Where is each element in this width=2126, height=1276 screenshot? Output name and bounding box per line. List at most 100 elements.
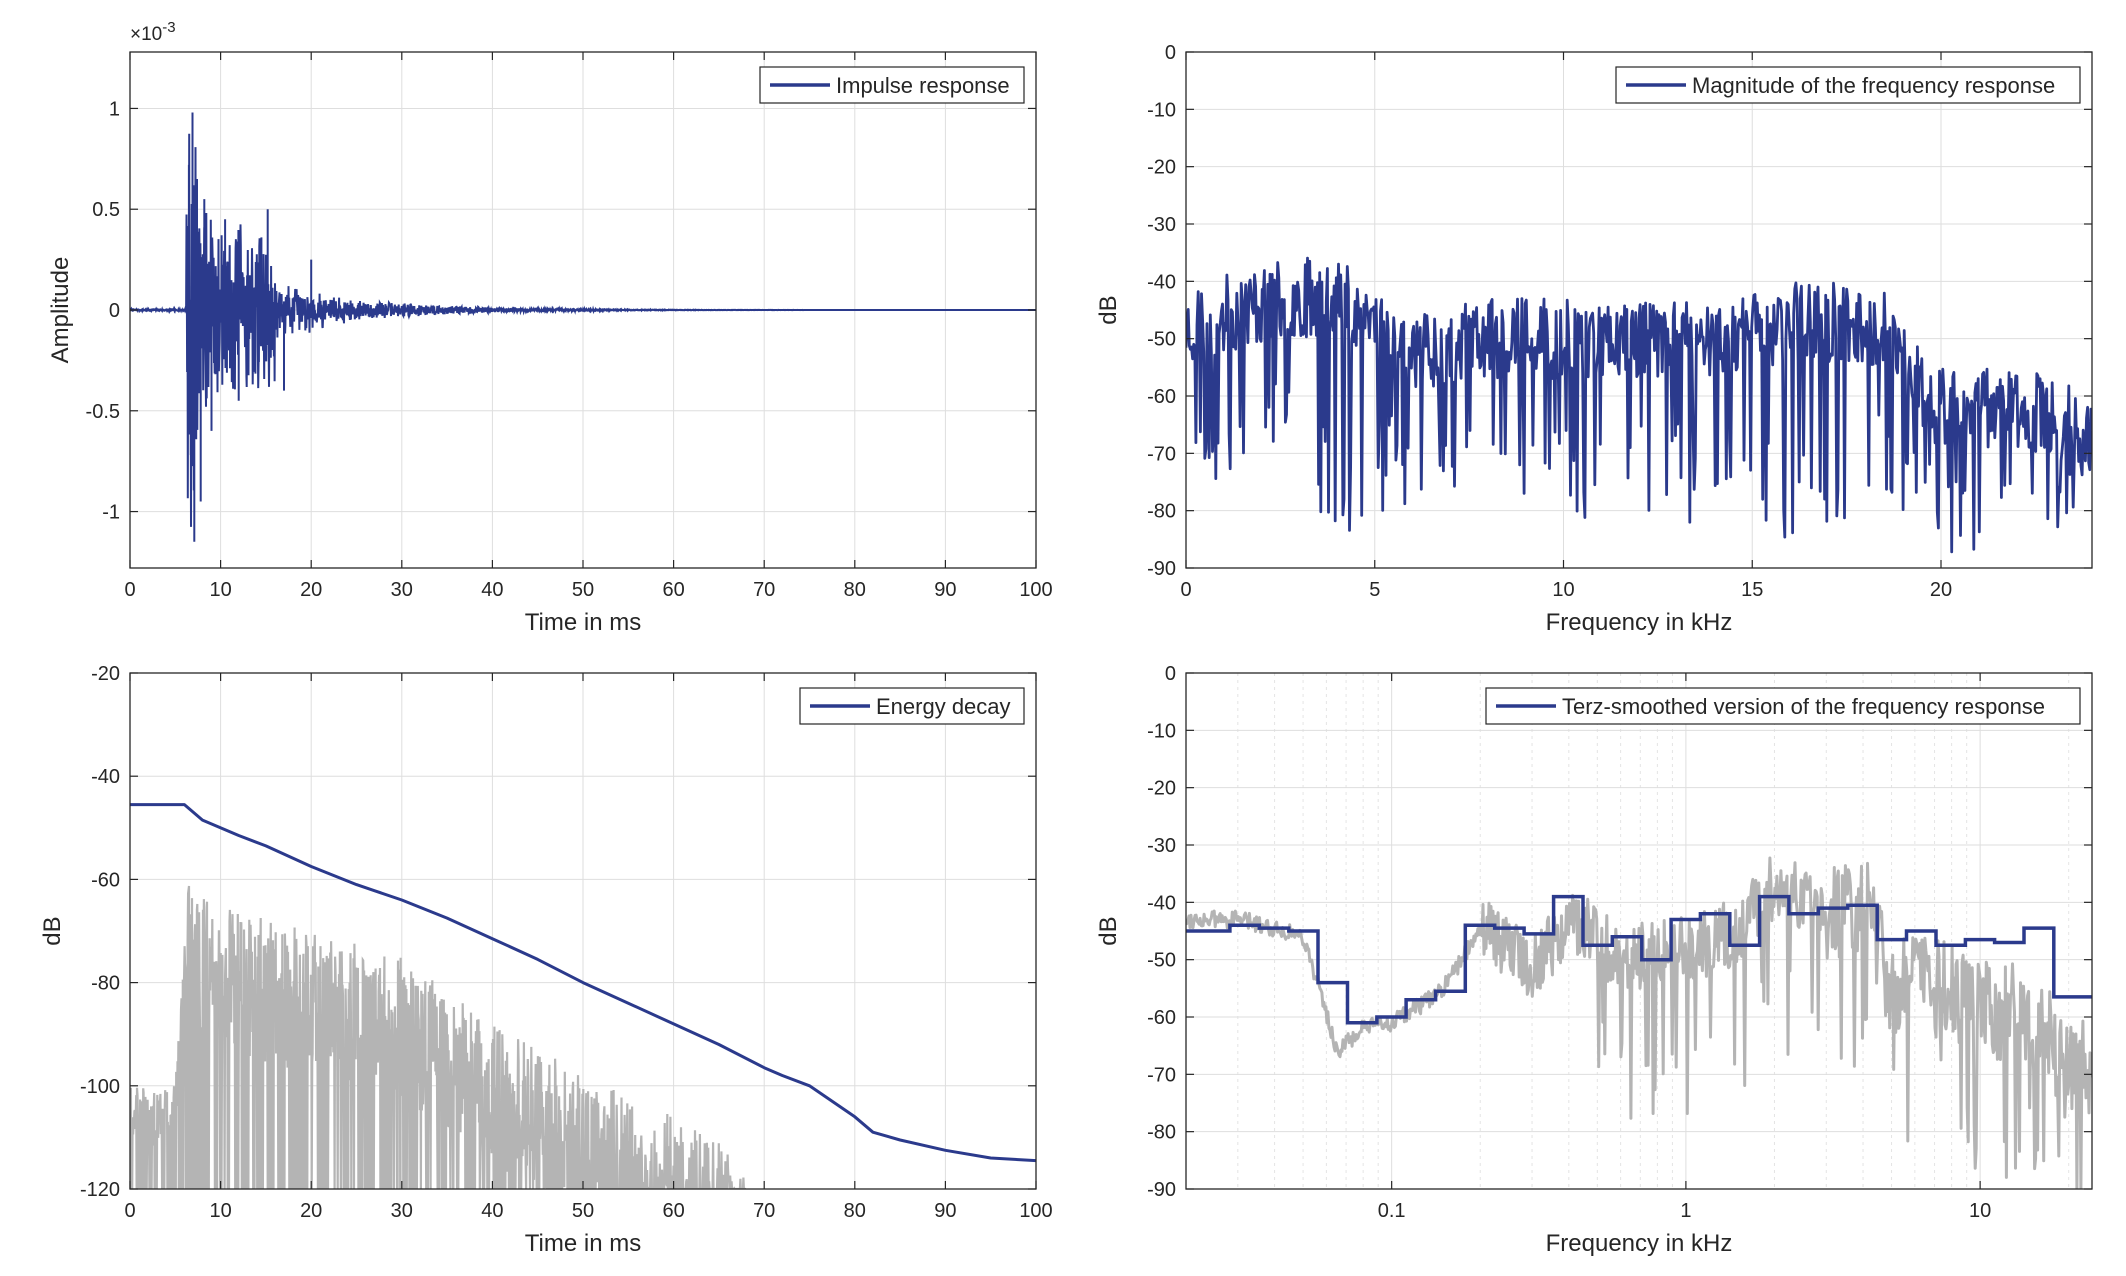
energy-decay-chart: 0 10 20 30 40 50 60 70 80 90 100 -20-40-60-80-100-… xyxy=(39,663,1053,1257)
terz-smoothed-line xyxy=(1186,894,2092,1025)
y-tick-label: 0.5 xyxy=(92,199,120,221)
y-tick-label: -70 xyxy=(1147,1064,1176,1086)
energy-instant-line xyxy=(130,885,747,1189)
x-tick-label: 80 xyxy=(844,579,866,601)
x-tick-label: 80 xyxy=(844,1200,866,1222)
x-tick-label: 20 xyxy=(1930,579,1952,601)
frequency-response-chart: 0 5 10 15 20 0 -10 -20 -30 -40 -50 -60 -70 -80 -90 Fr… xyxy=(1095,42,2093,636)
y-tick-label: -0.5 xyxy=(86,401,120,423)
terz-legend-label: Terz-smoothed version of the frequency r… xyxy=(1562,694,2045,719)
terz-smoothed-chart: 0.1 1 10 0 -10 -20 -30 -40 -50 -60 -70 -80 -90 Freq… xyxy=(1095,663,2093,1257)
terz-legend: Terz-smoothed version of the frequency r… xyxy=(1485,687,2081,725)
decay-x-label: Time in ms xyxy=(525,1230,641,1257)
y-tick-label: -120 xyxy=(80,1179,120,1201)
y-tick-label: -80 xyxy=(1147,1122,1176,1144)
x-tick-label: 20 xyxy=(300,1200,322,1222)
y-tick-label: -60 xyxy=(1147,1007,1176,1029)
y-tick-label: -70 xyxy=(1147,443,1176,465)
y-tick-label: 0 xyxy=(109,300,120,322)
y-tick-label: 0 xyxy=(1165,663,1176,685)
impulse-legend-label: Impulse response xyxy=(836,73,1010,98)
y-tick-label: -10 xyxy=(1147,99,1176,121)
x-tick-label: 0 xyxy=(124,1200,135,1222)
x-tick-label: 15 xyxy=(1741,579,1763,601)
magnitude-response-line xyxy=(1186,256,2092,554)
x-tick-label: 30 xyxy=(391,579,413,601)
x-tick-label: 40 xyxy=(481,1200,503,1222)
freq-x-ticks: 0 5 10 15 20 xyxy=(1180,52,1952,601)
impulse-y-label: Amplitude xyxy=(47,257,74,364)
x-tick-label: 50 xyxy=(572,579,594,601)
impulse-x-ticks: 0 10 20 30 40 50 60 70 80 90 100 xyxy=(124,52,1053,601)
y-tick-label: -60 xyxy=(1147,386,1176,408)
impulse-y-exponent-power: -3 xyxy=(162,19,175,36)
y-tick-label: -30 xyxy=(1147,214,1176,236)
y-tick-label: 1 xyxy=(109,98,120,120)
x-tick-label: 50 xyxy=(572,1200,594,1222)
x-tick-label: 0 xyxy=(124,579,135,601)
y-tick-label: -40 xyxy=(91,766,120,788)
terz-grid xyxy=(1185,672,2092,1190)
x-tick-label: 10 xyxy=(1552,579,1574,601)
x-tick-label: 10 xyxy=(1969,1200,1991,1222)
decay-legend-label: Energy decay xyxy=(876,694,1011,719)
x-tick-label: 10 xyxy=(209,579,231,601)
terz-axes-frame xyxy=(1185,672,2093,1190)
y-tick-label: -80 xyxy=(1147,501,1176,523)
y-tick-label: -90 xyxy=(1147,1179,1176,1201)
decay-x-ticks: 0 10 20 30 40 50 60 70 80 90 100 xyxy=(124,673,1053,1222)
impulse-response-chart: 0 10 20 30 40 50 60 70 80 90 100 1 0.5 0 -0.5 -1 Time … xyxy=(47,19,1053,636)
decay-y-label: dB xyxy=(39,916,66,945)
unsmoothed-response-line xyxy=(1186,856,2092,1189)
x-tick-label: 5 xyxy=(1369,579,1380,601)
x-tick-label: 60 xyxy=(662,579,684,601)
x-tick-label: 1 xyxy=(1680,1200,1691,1222)
y-tick-label: -20 xyxy=(1147,157,1176,179)
impulse-legend: Impulse response xyxy=(759,66,1025,104)
freq-series xyxy=(1186,256,2092,554)
freq-grid xyxy=(1185,51,2092,569)
y-tick-label: -20 xyxy=(91,663,120,685)
x-tick-label: 100 xyxy=(1019,1200,1052,1222)
y-tick-label: -50 xyxy=(1147,329,1176,351)
terz-series xyxy=(1186,856,2092,1189)
terz-legend-box xyxy=(1485,687,2081,725)
y-tick-label: -90 xyxy=(1147,558,1176,580)
freq-legend-label: Magnitude of the frequency response xyxy=(1692,73,2055,98)
y-tick-label: -80 xyxy=(91,973,120,995)
x-tick-label: 30 xyxy=(391,1200,413,1222)
decay-legend: Energy decay xyxy=(799,687,1025,725)
terz-x-ticks: 0.1 1 10 xyxy=(1378,673,1991,1222)
y-tick-label: -1 xyxy=(102,502,120,524)
impulse-y-ticks: 1 0.5 0 -0.5 -1 xyxy=(86,98,1036,524)
energy-decay-line xyxy=(130,803,1036,1163)
x-tick-label: 90 xyxy=(934,579,956,601)
x-tick-label: 20 xyxy=(300,579,322,601)
freq-y-label: dB xyxy=(1095,295,1122,324)
freq-x-label: Frequency in kHz xyxy=(1546,609,1733,636)
y-tick-label: -20 xyxy=(1147,778,1176,800)
freq-y-ticks: 0 -10 -20 -30 -40 -50 -60 -70 -80 -90 xyxy=(1147,42,2092,580)
y-tick-label: -40 xyxy=(1147,271,1176,293)
x-tick-label: 0.1 xyxy=(1378,1200,1406,1222)
impulse-response-line xyxy=(130,112,1036,542)
decay-y-ticks: -20 -40 -60 -80 -100 -120 xyxy=(80,663,1036,1201)
y-tick-label: 0 xyxy=(1165,42,1176,64)
x-tick-label: 0 xyxy=(1180,579,1191,601)
x-tick-label: 90 xyxy=(934,1200,956,1222)
freq-legend: Magnitude of the frequency response xyxy=(1615,66,2081,104)
x-tick-label: 70 xyxy=(753,1200,775,1222)
x-tick-label: 100 xyxy=(1019,579,1052,601)
terz-x-label: Frequency in kHz xyxy=(1546,1230,1733,1257)
impulse-y-exponent-base: ×10 xyxy=(130,24,162,45)
y-tick-label: -10 xyxy=(1147,720,1176,742)
y-tick-label: -60 xyxy=(91,869,120,891)
impulse-y-exponent: ×10-3 xyxy=(130,19,176,45)
terz-y-ticks: 0 -10 -20 -30 -40 -50 -60 -70 -80 -90 xyxy=(1147,663,2092,1201)
freq-legend-box xyxy=(1615,66,2081,104)
y-tick-label: -40 xyxy=(1147,892,1176,914)
y-tick-label: -50 xyxy=(1147,950,1176,972)
x-tick-label: 70 xyxy=(753,579,775,601)
terz-y-label: dB xyxy=(1095,916,1122,945)
